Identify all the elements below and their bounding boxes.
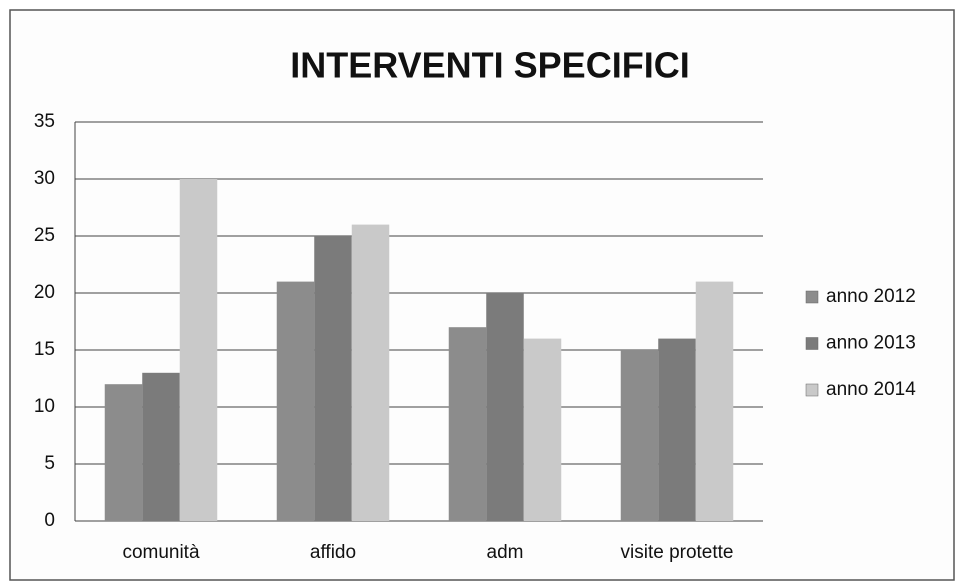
bar [695,281,734,521]
bar [486,293,524,521]
legend-label: anno 2013 [826,333,916,354]
y-tick-label: 30 [34,168,55,189]
bar [620,350,659,521]
bar [523,338,562,521]
bar [276,281,315,521]
bar [104,384,143,521]
legend-swatch [805,290,819,304]
x-tick-label: comunità [122,542,200,563]
x-tick-label: visite protette [621,542,734,563]
y-tick-label: 35 [34,111,55,132]
bar [448,327,487,521]
bar [314,236,352,521]
y-tick-label: 20 [34,282,55,303]
bar [179,179,218,521]
y-tick-label: 0 [44,510,55,531]
y-tick-label: 25 [34,225,55,246]
x-tick-label: adm [487,542,524,563]
bar [351,224,390,521]
chart-title: INTERVENTI SPECIFICI [290,45,689,86]
y-tick-label: 5 [44,453,55,474]
legend-label: anno 2014 [826,379,916,400]
x-tick-label: affido [310,542,356,563]
legend-label: anno 2012 [826,286,916,307]
bar [658,338,696,521]
bar [142,372,180,521]
legend-swatch [805,337,819,350]
legend-swatch [805,383,819,397]
y-tick-label: 15 [34,339,55,360]
y-tick-label: 10 [34,396,55,417]
